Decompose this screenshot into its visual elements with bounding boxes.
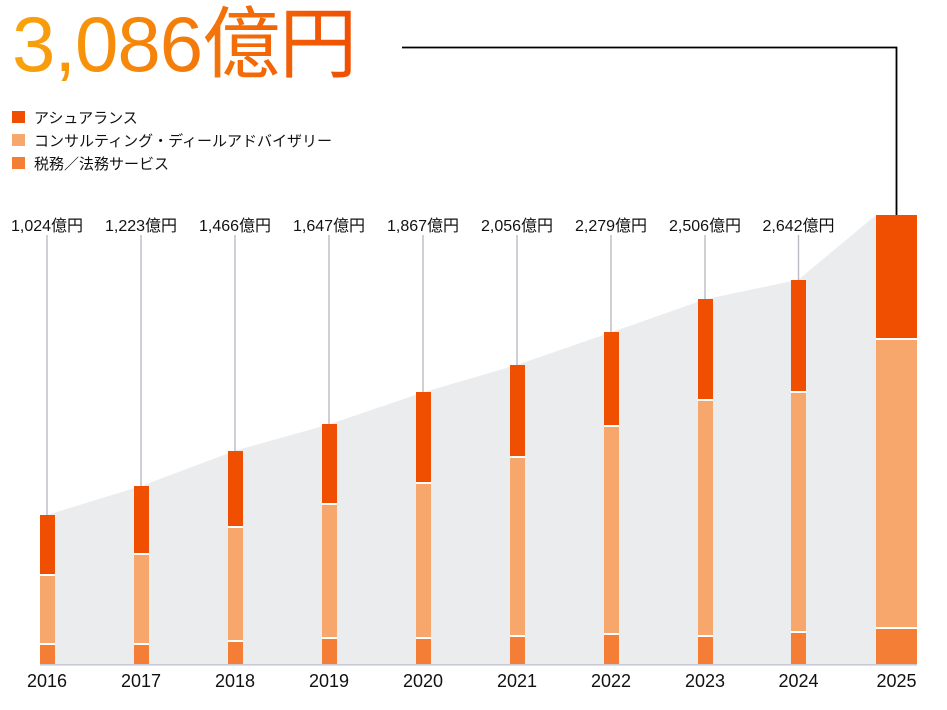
bar-segment-consulting	[415, 482, 431, 637]
value-label-2016: 1,024億円	[10, 218, 84, 235]
consulting-swatch-icon	[12, 134, 25, 146]
legend-item-tax-legal: 税務／法務サービス	[12, 152, 332, 174]
bar-segment-assurance	[876, 215, 917, 339]
bar-2021	[509, 364, 525, 664]
value-label-2018: 1,466億円	[198, 218, 272, 235]
bar-segment-assurance	[415, 392, 431, 483]
year-label-2020: 2020	[402, 671, 444, 691]
bar-segment-assurance	[509, 364, 525, 456]
bar-segment-consulting	[791, 390, 806, 631]
legend: アシュアランス コンサルティング・ディールアドバイザリー 税務／法務サービス	[12, 106, 332, 175]
value-label-2017: 1,223億円	[104, 218, 178, 235]
headline-total-value: 3,086億円	[12, 0, 357, 88]
bar-segment-assurance	[39, 515, 55, 574]
legend-item-label: アシュアランス	[34, 109, 138, 127]
bar-segment-tax-legal	[509, 635, 525, 664]
bar-segment-consulting	[603, 425, 619, 633]
year-label-2018: 2018	[214, 671, 256, 691]
bar-segment-consulting	[509, 455, 525, 636]
headline-connector-line	[402, 46, 898, 216]
bar-2020	[415, 392, 431, 664]
tax-legal-swatch-icon	[12, 157, 25, 169]
bar-2017	[133, 486, 149, 664]
bar-segment-tax-legal	[227, 639, 243, 664]
bar-segment-tax-legal	[791, 630, 806, 664]
bar-segment-consulting	[133, 552, 149, 643]
year-label-2022: 2022	[590, 671, 632, 691]
value-label-2023: 2,506億円	[668, 218, 742, 235]
bar-segment-assurance	[321, 424, 337, 504]
legend-item-consulting: コンサルティング・ディールアドバイザリー	[12, 129, 332, 151]
value-label-2021: 2,056億円	[480, 218, 554, 235]
value-label-2022: 2,279億円	[574, 218, 648, 235]
bar-2024	[791, 279, 806, 664]
bar-segment-tax-legal	[876, 627, 917, 664]
bar-segment-assurance	[227, 450, 243, 526]
bar-segment-assurance	[133, 486, 149, 553]
assurance-swatch-icon	[12, 111, 25, 123]
bar-2018	[227, 450, 243, 664]
bar-segment-consulting	[876, 338, 917, 628]
year-label-2023: 2023	[684, 671, 726, 691]
bar-segment-tax-legal	[39, 643, 55, 664]
bar-segment-consulting	[697, 399, 713, 636]
value-label-2020: 1,867億円	[386, 218, 460, 235]
bar-2023	[697, 299, 713, 664]
bar-segment-tax-legal	[697, 635, 713, 664]
legend-item-assurance: アシュアランス	[12, 106, 332, 128]
bar-segment-tax-legal	[415, 636, 431, 664]
year-label-2019: 2019	[308, 671, 350, 691]
year-label-2025: 2025	[876, 671, 917, 691]
year-label-2016: 2016	[26, 671, 68, 691]
bar-segment-consulting	[227, 525, 243, 640]
bar-segment-tax-legal	[133, 642, 149, 664]
bar-segment-assurance	[603, 332, 619, 426]
value-label-2024: 2,642億円	[762, 218, 835, 235]
bar-2019	[321, 424, 337, 664]
bar-segment-consulting	[39, 573, 55, 644]
value-label-2019: 1,647億円	[292, 218, 366, 235]
bar-segment-assurance	[697, 299, 713, 400]
year-label-2021: 2021	[496, 671, 538, 691]
bar-2025	[876, 215, 917, 664]
bar-segment-tax-legal	[321, 636, 337, 664]
year-label-2017: 2017	[120, 671, 162, 691]
bar-segment-assurance	[791, 279, 806, 391]
bar-2022	[603, 332, 619, 664]
bar-segment-consulting	[321, 503, 337, 637]
revenue-area-silhouette	[47, 215, 917, 664]
bar-2016	[39, 515, 55, 664]
legend-item-label: コンサルティング・ディールアドバイザリー	[34, 132, 333, 150]
legend-item-label: 税務／法務サービス	[34, 155, 170, 173]
year-label-2024: 2024	[778, 671, 819, 691]
bar-segment-tax-legal	[603, 632, 619, 664]
